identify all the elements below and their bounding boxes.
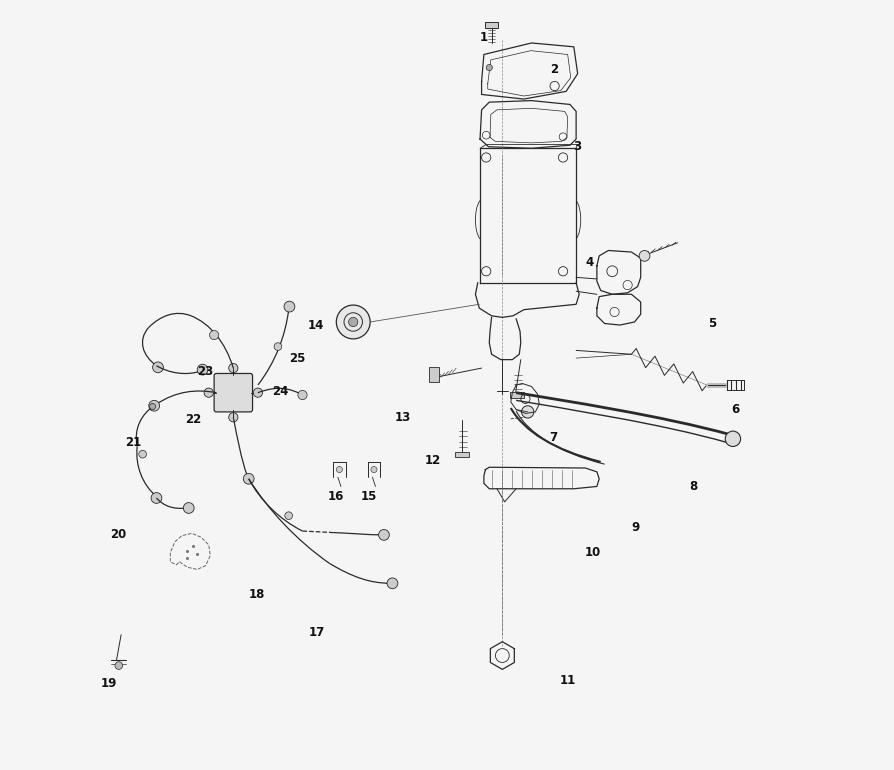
Text: 24: 24 [272,385,289,397]
Text: 8: 8 [689,480,697,493]
Circle shape [153,362,164,373]
Circle shape [204,388,214,397]
Circle shape [198,364,208,375]
Text: 23: 23 [197,365,213,377]
Bar [428,367,439,382]
Text: 17: 17 [308,626,325,639]
Circle shape [253,388,263,397]
Text: 12: 12 [425,454,442,467]
Text: 14: 14 [308,319,325,332]
Text: 16: 16 [327,490,343,503]
Circle shape [115,661,122,669]
Circle shape [725,431,740,447]
Circle shape [139,450,147,458]
Text: 5: 5 [708,317,716,330]
Circle shape [229,413,238,422]
Circle shape [336,305,370,339]
Text: 2: 2 [551,63,559,76]
Bar [455,452,469,457]
Text: 22: 22 [185,413,201,426]
Circle shape [298,390,308,400]
Circle shape [183,503,194,514]
Circle shape [151,493,162,504]
Circle shape [349,317,358,326]
FancyBboxPatch shape [214,373,252,412]
Text: 25: 25 [289,352,306,365]
Circle shape [387,578,398,589]
Text: 18: 18 [249,588,265,601]
Text: 10: 10 [585,546,601,559]
Circle shape [274,343,282,350]
Circle shape [639,250,650,261]
Circle shape [284,301,295,312]
Bar [510,392,524,398]
Circle shape [148,400,159,411]
Circle shape [229,363,238,373]
Circle shape [336,467,342,473]
Text: 6: 6 [731,403,739,416]
Circle shape [521,406,534,418]
Text: 21: 21 [125,436,141,449]
Circle shape [371,467,377,473]
Text: 3: 3 [574,140,582,153]
Circle shape [243,474,254,484]
Text: 7: 7 [549,430,557,444]
Text: 19: 19 [101,677,117,690]
Text: 13: 13 [395,410,411,424]
Circle shape [209,330,219,340]
Circle shape [486,65,493,71]
Circle shape [149,403,156,410]
Text: 20: 20 [110,528,126,541]
Text: 1: 1 [480,31,488,44]
Circle shape [378,530,390,541]
Text: 15: 15 [360,490,376,503]
Bar [485,22,498,28]
Text: 9: 9 [631,521,639,534]
Text: 11: 11 [560,675,576,688]
Text: 4: 4 [585,256,594,269]
Circle shape [285,512,292,520]
